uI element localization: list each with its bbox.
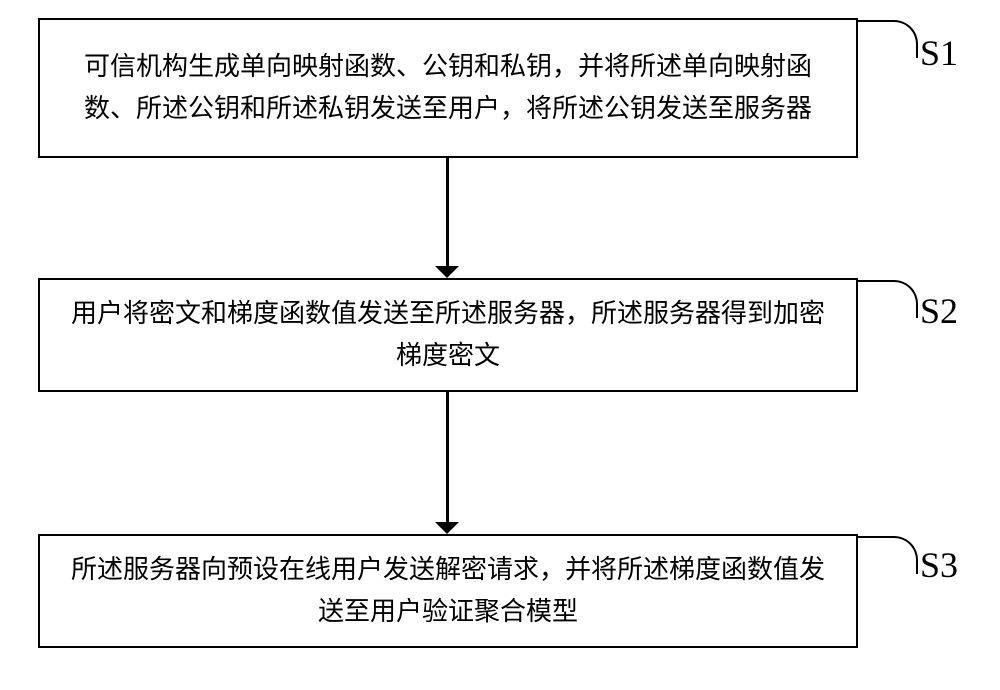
flow-node-s3-text: 所述服务器向预设在线用户发送解密请求，并将所述梯度函数值发送至用户验证聚合模型	[64, 549, 832, 632]
flow-node-s1: 可信机构生成单向映射函数、公钥和私钥，并将所述单向映射函数、所述公钥和所述私钥发…	[38, 18, 858, 158]
connector-s1	[858, 20, 918, 58]
flow-node-s2-text: 用户将密文和梯度函数值发送至所述服务器，所述服务器得到加密梯度密文	[64, 293, 832, 376]
flow-node-s1-text: 可信机构生成单向映射函数、公钥和私钥，并将所述单向映射函数、所述公钥和所述私钥发…	[64, 46, 832, 129]
flow-node-s2: 用户将密文和梯度函数值发送至所述服务器，所述服务器得到加密梯度密文	[38, 278, 858, 392]
step-label-s2: S2	[920, 290, 958, 332]
step-label-s1: S1	[920, 32, 958, 74]
connector-s3	[858, 536, 918, 574]
arrow-s2-s3-line	[446, 392, 449, 522]
flowchart-canvas: 可信机构生成单向映射函数、公钥和私钥，并将所述单向映射函数、所述公钥和所述私钥发…	[0, 0, 1000, 690]
step-label-s3: S3	[920, 544, 958, 586]
arrow-s1-s2-head	[435, 266, 459, 278]
arrow-s2-s3-head	[435, 522, 459, 534]
arrow-s1-s2-line	[446, 158, 449, 266]
flow-node-s3: 所述服务器向预设在线用户发送解密请求，并将所述梯度函数值发送至用户验证聚合模型	[38, 534, 858, 648]
connector-s2	[858, 280, 918, 318]
